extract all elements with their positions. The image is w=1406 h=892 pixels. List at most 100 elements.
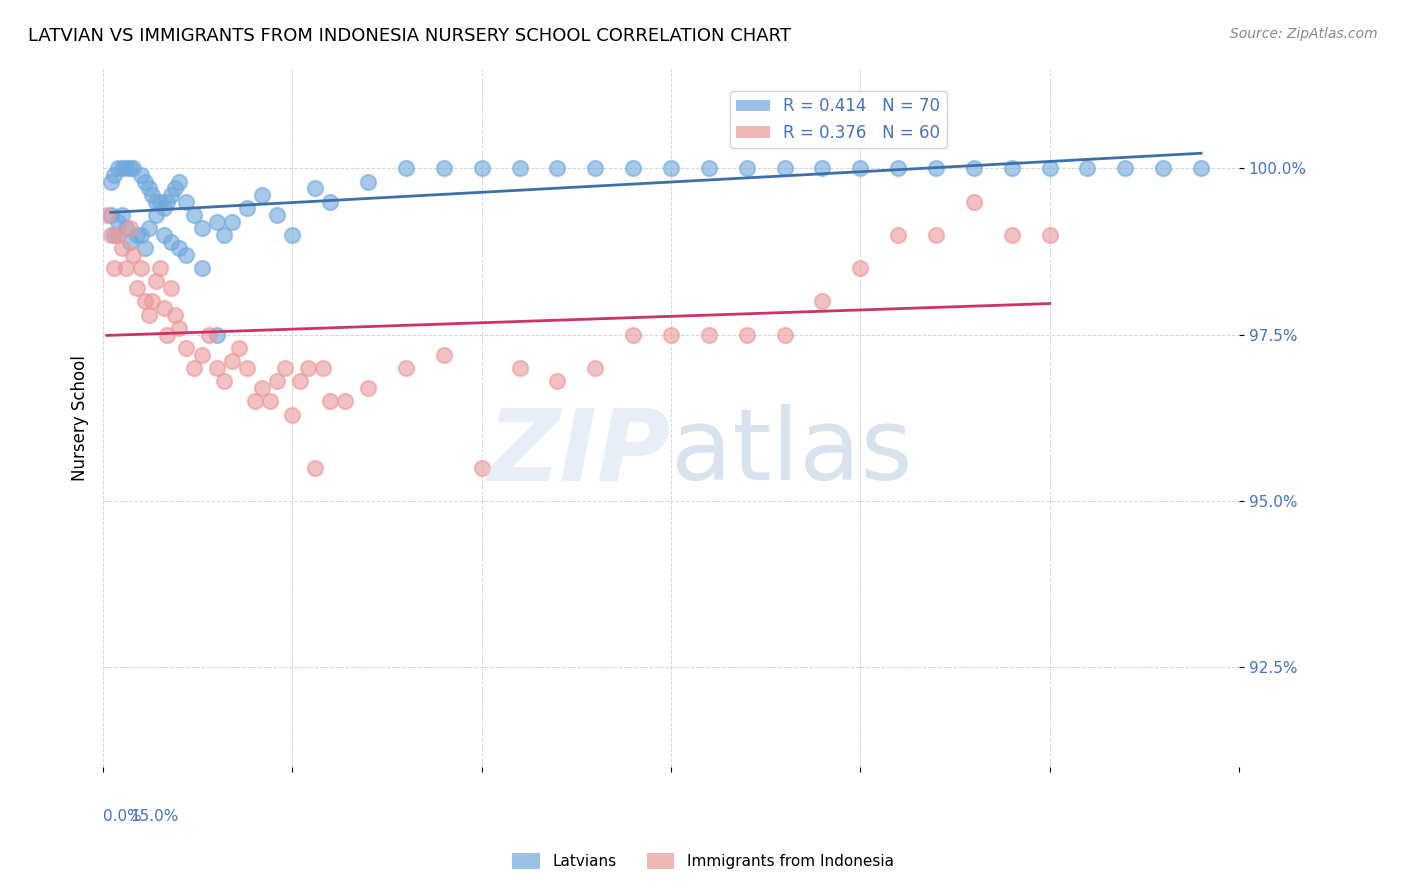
Point [96,208,118,222]
Point [111,161,134,176]
Point [176,341,198,355]
Point [395,161,418,176]
Point [107,161,129,176]
Point [312,361,335,376]
Point [509,361,531,376]
Point [266,208,288,222]
Point [357,175,380,189]
Point [156,194,179,209]
Text: ZIP: ZIP [488,404,671,501]
Point [190,221,212,235]
Point [236,201,259,215]
Point [1039,161,1062,176]
Point [236,361,259,376]
Point [735,327,758,342]
Point [1001,161,1024,176]
Point [304,181,326,195]
Point [1001,227,1024,242]
Point [100,175,122,189]
Point [145,194,167,209]
Point [103,168,125,182]
Point [221,214,243,228]
Point [115,221,138,235]
Point [190,348,212,362]
Point [118,235,141,249]
Point [190,261,212,276]
Point [773,327,796,342]
Point [111,241,134,255]
Point [697,161,720,176]
Point [546,161,568,176]
Point [281,227,304,242]
Point [849,261,872,276]
Point [395,361,418,376]
Point [107,227,129,242]
Point [205,361,228,376]
Point [266,374,288,388]
Point [221,354,243,368]
Point [259,394,281,409]
Point [156,327,179,342]
Point [1039,227,1062,242]
Point [176,194,198,209]
Point [134,241,156,255]
Point [167,321,190,335]
Y-axis label: Nursery School: Nursery School [72,355,89,481]
Point [583,161,606,176]
Point [149,261,172,276]
Text: 15.0%: 15.0% [131,809,179,824]
Point [165,308,187,322]
Point [115,261,138,276]
Point [152,301,174,315]
Point [335,394,357,409]
Point [103,261,125,276]
Point [509,161,531,176]
Point [205,214,228,228]
Point [228,341,250,355]
Point [849,161,872,176]
Point [152,227,174,242]
Point [1114,161,1136,176]
Point [297,361,319,376]
Point [288,374,311,388]
Point [205,327,228,342]
Point [281,408,304,422]
Point [274,361,297,376]
Text: atlas: atlas [671,404,912,501]
Point [243,394,266,409]
Legend: R = 0.414   N = 70, R = 0.376   N = 60: R = 0.414 N = 70, R = 0.376 N = 60 [730,91,946,148]
Point [1189,161,1212,176]
Point [167,175,190,189]
Point [183,208,205,222]
Text: LATVIAN VS IMMIGRANTS FROM INDONESIA NURSERY SCHOOL CORRELATION CHART: LATVIAN VS IMMIGRANTS FROM INDONESIA NUR… [28,27,792,45]
Point [165,181,187,195]
Point [621,161,644,176]
Point [107,214,129,228]
Point [925,227,948,242]
Point [149,194,172,209]
Point [129,227,152,242]
Point [357,381,380,395]
Point [250,188,273,202]
Point [122,161,145,176]
Point [134,294,156,309]
Point [127,281,149,295]
Point [433,161,456,176]
Point [176,248,198,262]
Point [100,208,122,222]
Point [319,194,342,209]
Point [583,361,606,376]
Point [198,327,221,342]
Point [167,241,190,255]
Point [659,161,682,176]
Point [122,248,145,262]
Point [111,208,134,222]
Point [963,161,986,176]
Point [118,161,141,176]
Point [304,460,326,475]
Point [471,460,494,475]
Point [129,168,152,182]
Point [100,227,122,242]
Point [214,227,236,242]
Point [887,161,910,176]
